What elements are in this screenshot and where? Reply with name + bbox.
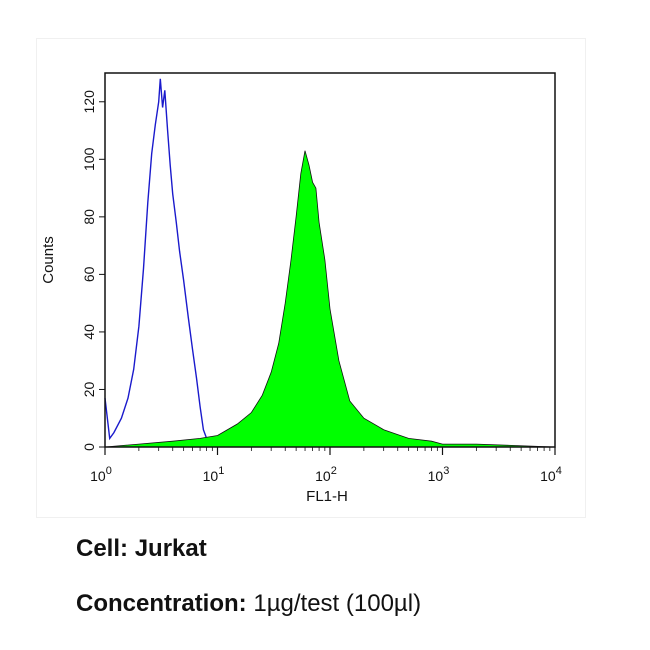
cell-label: Cell: [76,535,129,562]
y-tick-label-120: 120 [81,90,97,114]
cell-caption: Cell: Jurkat [76,535,207,563]
concentration-value: 1µg/test (100µl) [253,590,422,617]
y-tick-label-0: 0 [81,443,97,451]
y-tick-label-60: 60 [81,266,97,282]
x-axis-label: FL1-H [306,488,348,505]
y-tick-label-80: 80 [81,209,97,225]
x-tick-label-4: 104 [540,465,562,484]
x-tick-label-0: 100 [90,465,112,484]
x-tick-label-3: 103 [428,465,450,484]
y-tick-label-40: 40 [81,324,97,340]
y-axis-label: Counts [40,236,57,284]
series-0-outline-histogram [104,78,218,448]
flow-cytometry-histogram: 0 20 40 60 80 100 120 100 101 102 103 104 Counts F… [40,72,562,505]
chart-panel: 0 20 40 60 80 100 120 100 101 102 103 104 Counts F… [36,38,586,518]
cell-value: Jurkat [134,535,207,562]
y-tick-label-100: 100 [81,147,97,171]
concentration-label: Concentration: [76,590,247,617]
x-tick-label-2: 102 [315,465,337,484]
series-1-filled-histogram [104,150,556,448]
concentration-caption: Concentration: 1µg/test (100µl) [76,590,421,618]
x-tick-label-1: 101 [203,465,225,484]
y-tick-label-20: 20 [81,381,97,397]
